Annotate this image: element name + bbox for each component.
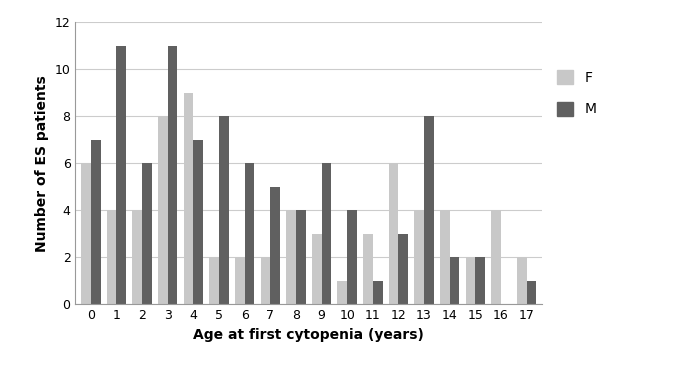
Bar [168, 46, 178, 304]
Bar [132, 210, 142, 304]
Bar [347, 210, 357, 304]
Bar [117, 46, 126, 304]
Legend: F, M: F, M [552, 65, 602, 122]
Bar [261, 257, 270, 304]
Bar [527, 281, 536, 304]
Bar [322, 163, 331, 304]
Bar [219, 116, 228, 304]
Bar [475, 257, 485, 304]
Bar [491, 210, 501, 304]
Bar [372, 281, 383, 304]
Bar [338, 281, 347, 304]
Bar [91, 140, 101, 304]
Bar [158, 116, 168, 304]
Bar [296, 210, 306, 304]
X-axis label: Age at first cytopenia (years): Age at first cytopenia (years) [193, 328, 424, 342]
Bar [193, 140, 203, 304]
Bar [466, 257, 475, 304]
Bar [424, 116, 434, 304]
Bar [270, 187, 280, 304]
Bar [449, 257, 460, 304]
Y-axis label: Number of ES patients: Number of ES patients [35, 75, 49, 252]
Bar [517, 257, 527, 304]
Bar [440, 210, 449, 304]
Bar [235, 257, 245, 304]
Bar [142, 163, 152, 304]
Bar [245, 163, 255, 304]
Bar [389, 163, 399, 304]
Bar [311, 234, 322, 304]
Bar [414, 210, 424, 304]
Bar [107, 210, 117, 304]
Bar [286, 210, 296, 304]
Bar [184, 93, 193, 304]
Bar [363, 234, 372, 304]
Bar [399, 234, 408, 304]
Bar [81, 163, 91, 304]
Bar [209, 257, 219, 304]
